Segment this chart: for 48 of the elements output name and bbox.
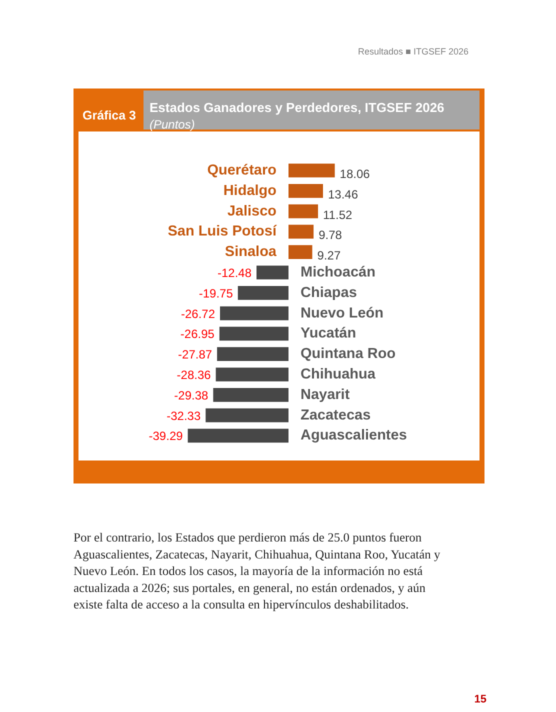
bar [288, 204, 318, 218]
bar [256, 266, 288, 280]
data-label: -29.38 [174, 388, 209, 402]
data-label: 9.78 [318, 228, 342, 242]
y-tick-label: Hidalgo [223, 182, 277, 199]
data-label: -32.33 [166, 408, 201, 423]
data-label: -27.87 [178, 348, 212, 362]
bar [219, 326, 288, 341]
bar [216, 368, 288, 382]
text: 15 [474, 694, 487, 706]
text: Resultados ■ ITGSEF 2026 [358, 46, 469, 56]
bar [217, 347, 288, 362]
bar [288, 224, 314, 239]
bar [288, 164, 335, 178]
data-label: 18.06 [340, 167, 370, 181]
y-tick-label: Nuevo León [300, 305, 384, 322]
y-tick-label: Jalisco [227, 203, 277, 220]
text: Por el contrario, los Estados que perdieron más de 25.0 puntos fueron Aguascalientes, Zacatecas, Nayarit, Chihuahua, Quintana Roo, Yucatán y Nuevo León. En todos los casos, la mayoría de la información no está actualizada a 2026; sus portales, en general, no están ordenados, y aún existe falta de acceso a la consulta en hipervínculos deshabilitados. [74, 530, 442, 612]
text: Gráfica 3 [82, 108, 136, 122]
bar [213, 388, 288, 402]
bar [188, 428, 288, 443]
data-label: -28.36 [176, 368, 212, 382]
data-label: -26.95 [180, 327, 215, 342]
data-label: -39.29 [148, 429, 184, 444]
y-tick-label: Quintana Roo [300, 346, 396, 362]
y-tick-label: Chiapas [300, 284, 357, 301]
data-label: 9.27 [317, 248, 341, 263]
bar [220, 306, 288, 320]
bar [288, 184, 323, 198]
data-label: -19.75 [198, 286, 234, 300]
y-tick-label: Sinaloa [224, 244, 278, 260]
data-label: -26.72 [180, 306, 216, 321]
chart-subtitle: (Puntos) [150, 118, 195, 132]
bar [206, 408, 288, 422]
y-tick-label: Aguascalientes [300, 428, 407, 444]
data-label: 11.52 [323, 208, 352, 222]
bar [288, 245, 312, 260]
chart-title: Estados Ganadores y Perdedores, ITGSEF 2026 [150, 100, 444, 115]
y-tick-label: Michoacán [300, 264, 376, 280]
data-label: -12.48 [217, 266, 252, 280]
y-tick-label: Zacatecas [300, 407, 371, 424]
y-tick-label: Yucatán [300, 326, 356, 342]
y-tick-label: Nayarit [300, 386, 350, 403]
bar [238, 286, 288, 300]
y-tick-label: Querétaro [207, 162, 277, 178]
y-tick-label: Chihuahua [300, 366, 376, 382]
y-tick-label: San Luis Potosí [168, 224, 278, 240]
data-label: 13.46 [328, 187, 358, 202]
